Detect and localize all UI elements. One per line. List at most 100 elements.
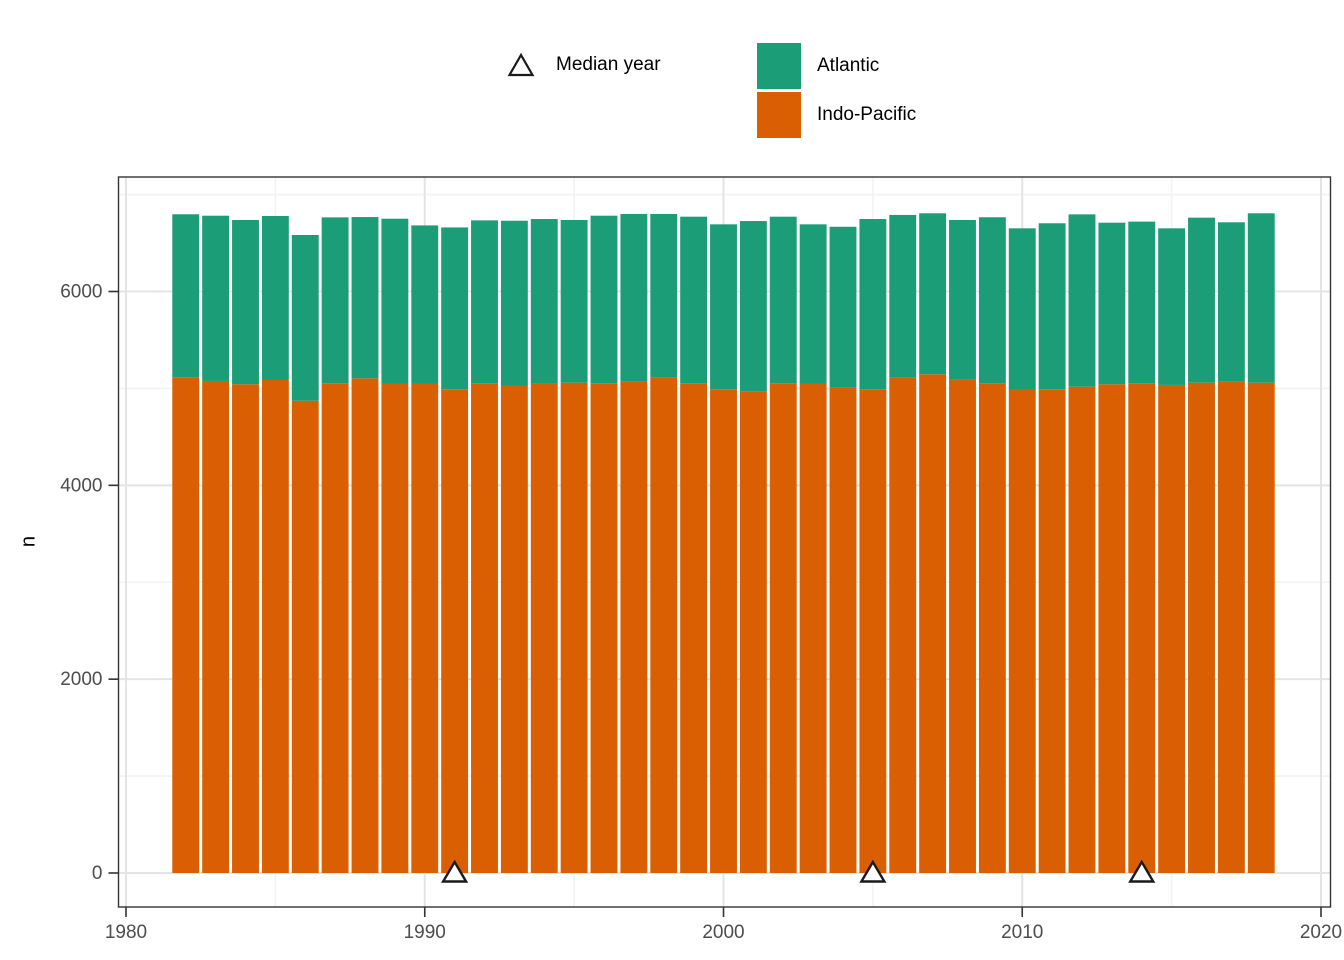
- bar-atlantic-1993: [500, 220, 528, 386]
- bar-indo-pacific-2002: [769, 383, 797, 873]
- bar-indo-pacific-2000: [710, 389, 737, 873]
- median-year-marker-2014: [1128, 859, 1156, 883]
- bar-indo-pacific-1982: [172, 377, 200, 873]
- y-tick-label: 4000: [60, 475, 102, 496]
- bar-indo-pacific-2010: [1008, 389, 1036, 873]
- median-year-triangle-icon: [507, 52, 535, 77]
- y-tick-label: 2000: [60, 669, 102, 690]
- panel-border: [117, 176, 1332, 908]
- legend-label-indo-pacific: Indo-Pacific: [817, 104, 917, 125]
- bar-indo-pacific-1997: [620, 381, 648, 873]
- bar-atlantic-2018: [1247, 213, 1275, 383]
- atlantic-swatch: [757, 43, 801, 89]
- x-tick-label: 2010: [1001, 922, 1043, 943]
- bar-atlantic-2001: [739, 221, 767, 392]
- bar-atlantic-2010: [1008, 228, 1036, 390]
- bar-atlantic-1995: [560, 219, 588, 383]
- bar-indo-pacific-2007: [919, 374, 947, 873]
- bar-indo-pacific-1991: [441, 389, 469, 873]
- bar-atlantic-2002: [769, 216, 797, 384]
- y-axis-title: n: [17, 535, 40, 548]
- bar-indo-pacific-2013: [1098, 384, 1126, 873]
- bar-indo-pacific-2012: [1068, 386, 1096, 873]
- bar-atlantic-1994: [530, 219, 558, 384]
- y-tick-label: 6000: [60, 282, 102, 303]
- bar-indo-pacific-2001: [739, 391, 767, 873]
- bar-indo-pacific-1990: [411, 383, 439, 873]
- bar-atlantic-1999: [680, 216, 708, 384]
- bar-indo-pacific-2006: [889, 377, 917, 873]
- bar-atlantic-1984: [232, 219, 259, 385]
- bar-indo-pacific-1994: [530, 383, 558, 873]
- bar-atlantic-2013: [1098, 222, 1126, 385]
- bar-indo-pacific-2011: [1038, 389, 1066, 873]
- bar-atlantic-2007: [919, 213, 947, 375]
- legend-item-median-year: Median year: [506, 52, 661, 78]
- legend: Median year Atlantic Indo-Pacific: [0, 0, 1344, 160]
- bar-indo-pacific-1995: [560, 382, 588, 873]
- bar-indo-pacific-1987: [321, 383, 349, 873]
- bar-atlantic-2000: [710, 224, 737, 390]
- bar-atlantic-2009: [978, 217, 1006, 384]
- legend-fill-entries: Atlantic Indo-Pacific: [757, 43, 916, 138]
- bar-indo-pacific-2004: [829, 387, 857, 873]
- x-tick-label: 1990: [404, 922, 446, 943]
- bar-indo-pacific-1999: [680, 383, 708, 873]
- bar-atlantic-1997: [620, 213, 648, 382]
- legend-item-atlantic: Atlantic: [757, 43, 916, 89]
- bar-indo-pacific-1993: [500, 385, 528, 873]
- bar-indo-pacific-2003: [799, 383, 827, 873]
- bar-atlantic-2003: [799, 224, 827, 384]
- x-tick-label: 2020: [1300, 922, 1342, 943]
- bar-atlantic-1983: [202, 215, 230, 381]
- legend-label-median-year: Median year: [556, 54, 661, 75]
- bar-atlantic-1988: [351, 217, 379, 379]
- bar-indo-pacific-1983: [202, 380, 230, 873]
- bar-atlantic-2011: [1038, 223, 1066, 390]
- bar-atlantic-1982: [172, 214, 200, 378]
- bar-indo-pacific-2015: [1158, 384, 1186, 873]
- median-year-marker-2005: [859, 859, 887, 883]
- x-tick-label: 2000: [702, 922, 744, 943]
- bar-indo-pacific-1986: [291, 400, 319, 873]
- bar-atlantic-1992: [471, 220, 498, 384]
- bar-indo-pacific-2009: [978, 383, 1006, 873]
- bar-indo-pacific-1984: [232, 384, 259, 873]
- bar-indo-pacific-1998: [650, 377, 678, 873]
- y-tick-label: 0: [92, 863, 103, 884]
- bar-atlantic-1986: [291, 234, 319, 401]
- bar-atlantic-1990: [411, 225, 439, 384]
- bar-atlantic-2004: [829, 226, 857, 388]
- indo-pacific-swatch: [757, 92, 801, 138]
- bar-indo-pacific-2018: [1247, 382, 1275, 873]
- bar-indo-pacific-1989: [381, 383, 409, 873]
- legend-label-atlantic: Atlantic: [817, 55, 880, 76]
- bar-indo-pacific-1985: [261, 379, 289, 873]
- bar-atlantic-2005: [859, 219, 887, 390]
- bar-indo-pacific-2005: [859, 389, 887, 873]
- bar-indo-pacific-1992: [471, 383, 498, 873]
- bar-indo-pacific-2014: [1128, 383, 1156, 873]
- bar-indo-pacific-2008: [949, 379, 976, 873]
- bar-atlantic-2008: [949, 219, 976, 380]
- bar-atlantic-1991: [441, 227, 469, 390]
- bar-atlantic-2006: [889, 214, 917, 378]
- median-year-marker-1991: [441, 859, 469, 883]
- bar-atlantic-2015: [1158, 228, 1186, 385]
- bar-atlantic-2012: [1068, 214, 1096, 387]
- bar-atlantic-1987: [321, 217, 349, 384]
- bar-atlantic-2014: [1128, 221, 1156, 384]
- legend-item-indo-pacific: Indo-Pacific: [757, 92, 916, 138]
- x-tick-label: 1980: [105, 922, 147, 943]
- bar-atlantic-1989: [381, 218, 409, 384]
- bar-indo-pacific-1988: [351, 378, 379, 873]
- bar-atlantic-2017: [1217, 222, 1245, 382]
- bar-atlantic-2016: [1188, 217, 1215, 383]
- bar-indo-pacific-1996: [590, 383, 618, 873]
- bar-indo-pacific-2016: [1188, 382, 1215, 873]
- bar-atlantic-1998: [650, 213, 678, 378]
- bar-atlantic-1996: [590, 215, 618, 384]
- bar-atlantic-1985: [261, 216, 289, 380]
